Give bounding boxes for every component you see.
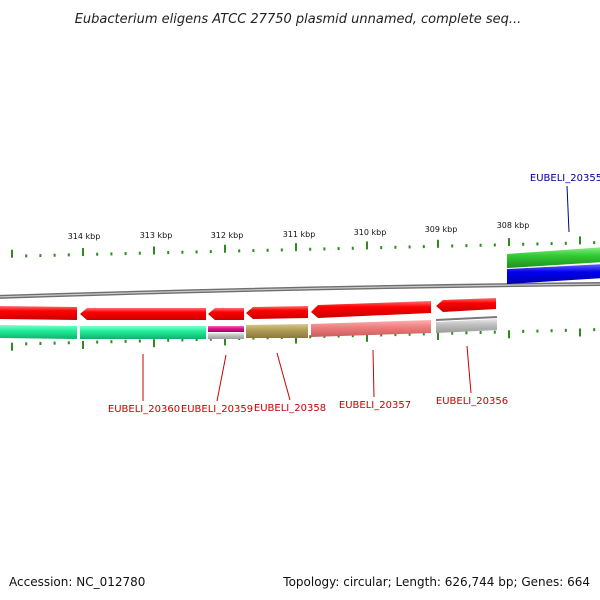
leader-line <box>276 352 291 401</box>
gene-box-olive[interactable] <box>246 324 308 338</box>
gene-box-teal[interactable] <box>0 325 77 339</box>
gene-label[interactable]: EUBELI_20356 <box>436 396 508 407</box>
gene-arrow-red[interactable] <box>208 308 244 320</box>
ruler-label: 313 kbp <box>140 231 173 240</box>
gene-box-teal[interactable] <box>80 326 206 339</box>
gene-label[interactable]: EUBELI_20360 <box>108 404 180 415</box>
ruler-label: 311 kbp <box>283 230 316 239</box>
gene-box-salmon[interactable] <box>311 320 431 337</box>
gene-label[interactable]: EUBELI_20359 <box>181 404 253 415</box>
gene-arrow-red[interactable] <box>246 306 308 319</box>
leader-line <box>372 349 375 398</box>
ruler-upper <box>11 236 596 258</box>
ruler-label: 310 kbp <box>354 228 387 237</box>
summary-text: Topology: circular; Length: 626,744 bp; … <box>282 575 590 589</box>
gene-box-grey[interactable] <box>208 333 244 339</box>
gene-arrow-red[interactable] <box>0 306 77 320</box>
ruler-label: 309 kbp <box>425 225 458 234</box>
gene-box-dark-grey[interactable] <box>436 316 497 321</box>
gene-label[interactable]: EUBELI_20355 <box>530 173 600 184</box>
leader-line <box>466 345 472 394</box>
gene-label[interactable]: EUBELI_20358 <box>254 403 326 414</box>
ruler-label: 312 kbp <box>211 231 244 240</box>
gene-box-blue[interactable] <box>507 264 600 284</box>
gene-box-green[interactable] <box>507 247 600 268</box>
gene-box-grey[interactable] <box>436 319 497 333</box>
ruler-label: 308 kbp <box>497 221 530 230</box>
leader-line <box>566 185 570 233</box>
gene-arrow-red[interactable] <box>80 308 206 320</box>
backbone-highlight <box>0 283 600 298</box>
gene-arrow-red[interactable] <box>436 298 496 312</box>
ruler-label: 314 kbp <box>68 232 101 241</box>
gene-arrow-red[interactable] <box>311 301 431 318</box>
gene-box-magenta[interactable] <box>208 326 244 332</box>
accession-text: Accession: NC_012780 <box>9 575 145 589</box>
gene-label[interactable]: EUBELI_20357 <box>339 400 411 411</box>
leader-line <box>216 354 227 402</box>
map-title: Eubacterium eligens ATCC 27750 plasmid u… <box>75 12 522 27</box>
backbone-outer <box>0 282 600 299</box>
